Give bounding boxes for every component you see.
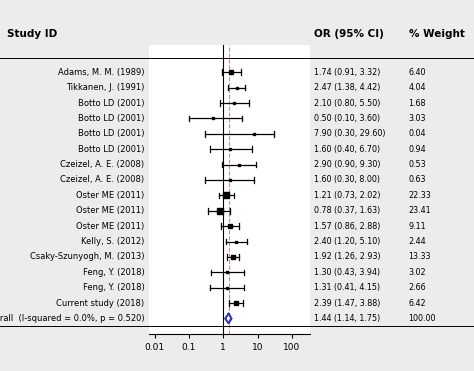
Text: 2.44: 2.44: [409, 237, 426, 246]
Text: 1.31 (0.41, 4.15): 1.31 (0.41, 4.15): [314, 283, 380, 292]
Text: 0.53: 0.53: [409, 160, 426, 169]
Text: 2.47 (1.38, 4.42): 2.47 (1.38, 4.42): [314, 83, 380, 92]
Text: 0.63: 0.63: [409, 175, 426, 184]
Text: Botto LD (2001): Botto LD (2001): [78, 114, 145, 123]
Text: 23.41: 23.41: [409, 206, 431, 215]
Text: Current study (2018): Current study (2018): [56, 299, 145, 308]
Text: Adams, M. M. (1989): Adams, M. M. (1989): [58, 68, 145, 77]
Text: 3.03: 3.03: [409, 114, 426, 123]
Text: 2.39 (1.47, 3.88): 2.39 (1.47, 3.88): [314, 299, 380, 308]
Text: Feng, Y. (2018): Feng, Y. (2018): [83, 268, 145, 277]
Text: 2.90 (0.90, 9.30): 2.90 (0.90, 9.30): [314, 160, 380, 169]
Text: Csaky-Szunyogh, M. (2013): Csaky-Szunyogh, M. (2013): [30, 252, 145, 262]
Text: Tikkanen, J. (1991): Tikkanen, J. (1991): [66, 83, 145, 92]
Text: 1.60 (0.30, 8.00): 1.60 (0.30, 8.00): [314, 175, 380, 184]
Text: 9.11: 9.11: [409, 221, 426, 231]
Text: 6.42: 6.42: [409, 299, 426, 308]
Text: Kelly, S. (2012): Kelly, S. (2012): [81, 237, 145, 246]
Text: 7.90 (0.30, 29.60): 7.90 (0.30, 29.60): [314, 129, 385, 138]
Text: 13.33: 13.33: [409, 252, 431, 262]
Text: Oster ME (2011): Oster ME (2011): [76, 221, 145, 231]
Text: 1.74 (0.91, 3.32): 1.74 (0.91, 3.32): [314, 68, 380, 77]
Text: 0.04: 0.04: [409, 129, 426, 138]
Text: Oster ME (2011): Oster ME (2011): [76, 206, 145, 215]
Text: 1.44 (1.14, 1.75): 1.44 (1.14, 1.75): [314, 314, 380, 323]
Text: Feng, Y. (2018): Feng, Y. (2018): [83, 283, 145, 292]
Text: Overall  (I-squared = 0.0%, p = 0.520): Overall (I-squared = 0.0%, p = 0.520): [0, 314, 145, 323]
Text: Botto LD (2001): Botto LD (2001): [78, 129, 145, 138]
Text: 1.92 (1.26, 2.93): 1.92 (1.26, 2.93): [314, 252, 381, 262]
Text: 2.40 (1.20, 5.10): 2.40 (1.20, 5.10): [314, 237, 380, 246]
Text: % Weight: % Weight: [409, 29, 465, 39]
Text: 1.68: 1.68: [409, 99, 426, 108]
Text: 4.04: 4.04: [409, 83, 426, 92]
Text: Study ID: Study ID: [7, 29, 57, 39]
Text: Oster ME (2011): Oster ME (2011): [76, 191, 145, 200]
Text: 22.33: 22.33: [409, 191, 431, 200]
Text: 2.10 (0.80, 5.50): 2.10 (0.80, 5.50): [314, 99, 380, 108]
Text: Czeizel, A. E. (2008): Czeizel, A. E. (2008): [61, 175, 145, 184]
Text: 1.60 (0.40, 6.70): 1.60 (0.40, 6.70): [314, 145, 380, 154]
Text: OR (95% CI): OR (95% CI): [314, 29, 383, 39]
Text: 100.00: 100.00: [409, 314, 436, 323]
Text: 1.57 (0.86, 2.88): 1.57 (0.86, 2.88): [314, 221, 380, 231]
Text: 0.50 (0.10, 3.60): 0.50 (0.10, 3.60): [314, 114, 380, 123]
Text: 2.66: 2.66: [409, 283, 426, 292]
Text: 0.94: 0.94: [409, 145, 426, 154]
Text: Botto LD (2001): Botto LD (2001): [78, 145, 145, 154]
Text: Botto LD (2001): Botto LD (2001): [78, 99, 145, 108]
Text: 1.21 (0.73, 2.02): 1.21 (0.73, 2.02): [314, 191, 380, 200]
Text: 0.78 (0.37, 1.63): 0.78 (0.37, 1.63): [314, 206, 380, 215]
Text: 1.30 (0.43, 3.94): 1.30 (0.43, 3.94): [314, 268, 380, 277]
Text: 3.02: 3.02: [409, 268, 426, 277]
Text: Czeizel, A. E. (2008): Czeizel, A. E. (2008): [61, 160, 145, 169]
Text: 6.40: 6.40: [409, 68, 426, 77]
